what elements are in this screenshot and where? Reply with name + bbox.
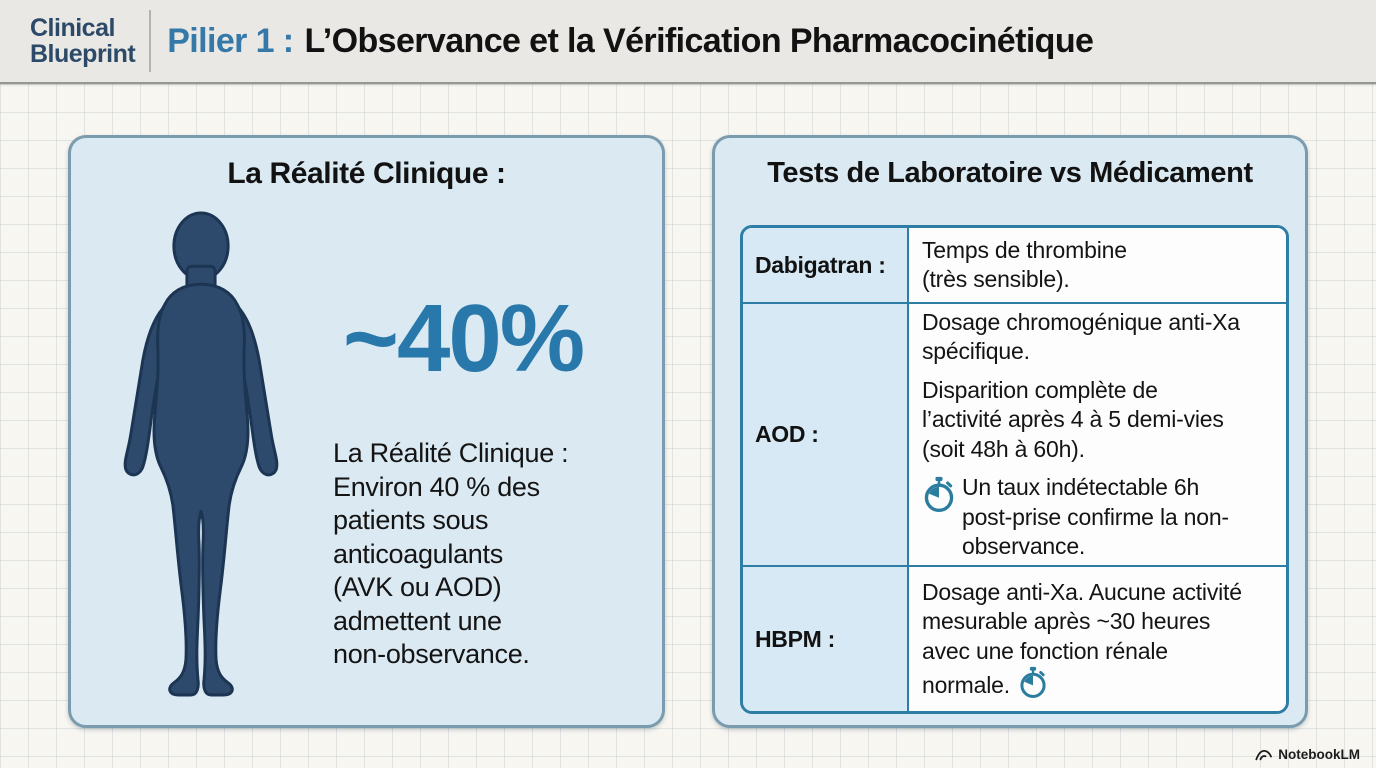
aod-note-text: Un taux indétectable 6h post-prise confi… — [962, 474, 1229, 559]
page-title-rest: L’Observance et la Vérification Pharmaco… — [304, 21, 1094, 60]
brand-logo-line2: Blueprint — [30, 40, 136, 68]
header-bar: Clinical Blueprint Pilier 1 : L’Observanc… — [0, 0, 1376, 84]
human-silhouette-icon — [123, 211, 279, 697]
lab-test-table: Dabigatran : Temps de thrombine (très se… — [740, 225, 1289, 714]
right-panel-title: Tests de Laboratoire vs Médicament — [767, 157, 1253, 189]
stat-value: ~40% — [342, 285, 585, 392]
drug-name: HBPM : — [755, 625, 835, 652]
page-title-highlight: Pilier 1 : — [167, 21, 294, 60]
table-row-aod-value: Dosage chromogénique anti-Xa spécifique.… — [909, 304, 1286, 567]
lab-tests-panel: Tests de Laboratoire vs Médicament Dabig… — [712, 135, 1308, 728]
reality-body-text: La Réalité Clinique : Environ 40 % des p… — [333, 438, 569, 669]
watermark-label: NotebookLM — [1278, 747, 1360, 762]
dabigatran-text: Temps de thrombine (très sensible). — [922, 236, 1127, 293]
notebooklm-watermark: NotebookLM — [1254, 747, 1360, 762]
infographic-canvas: La Réalité Clinique : ~40% La Réalité Cl… — [0, 84, 1376, 768]
stopwatch-icon — [1020, 666, 1046, 698]
notebooklm-icon — [1255, 749, 1273, 760]
table-row-hbpm-label: HBPM : — [743, 567, 909, 711]
hbpm-text: Dosage anti-Xa. Aucune activité mesurabl… — [922, 578, 1242, 699]
drug-name: AOD : — [755, 421, 819, 447]
table-row-hbpm-value: Dosage anti-Xa. Aucune activité mesurabl… — [909, 567, 1286, 711]
left-panel-title: La Réalité Clinique : — [227, 157, 506, 190]
brand-logo: Clinical Blueprint — [30, 14, 136, 68]
drug-name: Dabigatran : — [755, 251, 886, 278]
aod-note: Un taux indétectable 6h post-prise confi… — [922, 473, 1278, 562]
header-divider — [149, 10, 152, 72]
page-title: Pilier 1 : L’Observance et la Vérificatio… — [167, 21, 1094, 61]
brand-logo-line1: Clinical — [30, 14, 115, 42]
clinical-reality-panel: La Réalité Clinique : ~40% La Réalité Cl… — [68, 135, 665, 728]
table-row-dabigatran-value: Temps de thrombine (très sensible). — [909, 228, 1286, 304]
table-row-aod-label: AOD : — [743, 304, 909, 567]
table-row-dabigatran-label: Dabigatran : — [743, 228, 909, 304]
stopwatch-icon — [924, 476, 954, 513]
aod-paragraph-1: Dosage chromogénique anti-Xa spécifique. — [922, 308, 1240, 365]
aod-paragraph-2: Disparition complète de l’activité après… — [922, 376, 1224, 462]
hbpm-text-wrap: Dosage anti-Xa. Aucune activité mesurabl… — [922, 578, 1278, 701]
